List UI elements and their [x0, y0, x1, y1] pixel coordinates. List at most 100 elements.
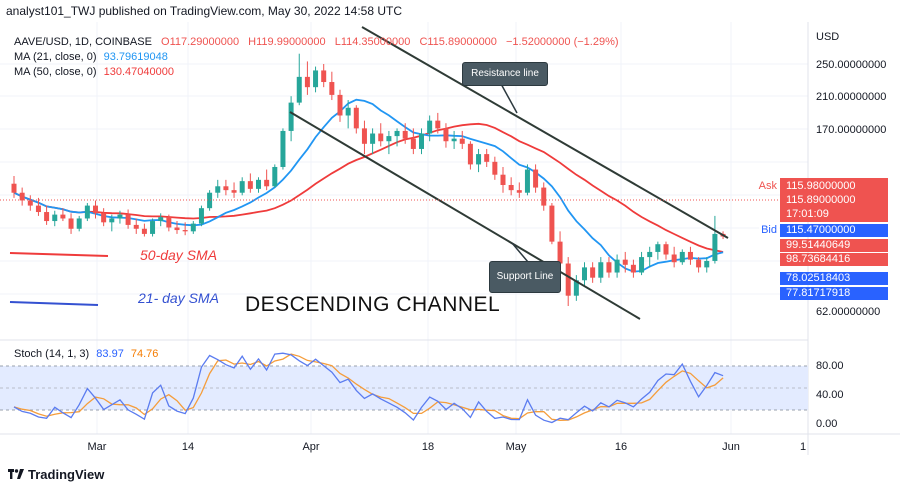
ma-tag-blue-1: 78.02518403	[780, 272, 888, 285]
support-pointer	[511, 242, 529, 263]
candle-body	[223, 186, 229, 191]
candle-body	[239, 181, 245, 193]
candle-body	[133, 224, 139, 229]
ma21-legend-label: MA (21, close, 0)	[14, 51, 97, 63]
candle-body	[687, 251, 693, 260]
candle-body	[410, 138, 416, 149]
candle-body	[60, 214, 66, 219]
candle-body	[109, 218, 115, 223]
candle-body	[44, 212, 50, 222]
ma-tag-red-2: 98.73684416	[780, 253, 888, 266]
support-line	[289, 111, 641, 320]
symbol-legend: AAVE/USD, 1D, COINBASE O117.29000000 H11…	[14, 36, 619, 48]
candle-body	[76, 218, 82, 229]
candle-body	[639, 257, 645, 273]
candle-body	[370, 133, 376, 144]
candle-body	[549, 205, 555, 242]
candle-body	[476, 154, 482, 165]
candle-body	[492, 161, 498, 175]
candle-body	[647, 251, 653, 258]
time-tick: 16	[614, 441, 628, 453]
candle-body	[508, 185, 514, 191]
candle-body	[467, 143, 473, 165]
candle-body	[256, 179, 261, 189]
candle-body	[101, 213, 107, 223]
candle-body	[337, 94, 343, 116]
ask-label: Ask	[756, 180, 779, 192]
candle-body	[500, 174, 506, 185]
tv-icon	[8, 468, 24, 480]
candle-body	[198, 208, 204, 224]
time-tick: 18	[421, 441, 435, 453]
candle-body	[402, 130, 408, 139]
resistance-line	[361, 26, 729, 239]
stoch-tick: 0.00	[816, 418, 838, 430]
stoch-lines	[13, 352, 724, 424]
support-callout: Support Line	[489, 261, 561, 293]
candle-body	[663, 244, 669, 255]
candle-body	[84, 205, 90, 219]
candle-body	[484, 154, 490, 162]
candle-body	[557, 241, 563, 264]
candle-body	[443, 128, 449, 142]
candle-body	[27, 200, 33, 206]
candle-body	[166, 217, 172, 228]
candle-body	[141, 228, 147, 234]
ohlc-high: H119.99000000	[248, 36, 326, 48]
ma21-line	[13, 98, 724, 273]
sma21-legend-sample	[9, 301, 99, 306]
candle-body	[182, 230, 188, 232]
candle-body	[296, 76, 302, 103]
ma21-legend: MA (21, close, 0) 93.79619048	[14, 51, 168, 63]
candle-body	[630, 264, 636, 273]
candle-body	[125, 214, 131, 225]
stoch-d-path	[13, 353, 724, 421]
candle-body	[606, 262, 612, 273]
candles	[11, 53, 726, 306]
ma50-path	[13, 122, 724, 253]
candle-body	[361, 128, 367, 144]
ohlc-open: O117.29000000	[161, 36, 240, 48]
bid-label: Bid	[759, 224, 779, 236]
candle-body	[451, 138, 457, 142]
candle-body	[345, 107, 351, 116]
candle-body	[11, 183, 17, 193]
symbol-name: AAVE/USD, 1D, COINBASE	[14, 36, 152, 48]
candle-body	[288, 102, 294, 131]
candle-body	[533, 169, 539, 188]
candle-body	[516, 190, 522, 193]
tradingview-logo[interactable]: TradingView	[8, 467, 104, 482]
candle-body	[280, 130, 286, 167]
candle-body	[329, 82, 335, 95]
resistance-pointer	[499, 81, 518, 114]
candle-body	[353, 107, 359, 129]
time-tick: Apr	[302, 441, 320, 453]
ohlc-close: C115.89000000	[419, 36, 497, 48]
time-tick: 14	[181, 441, 195, 453]
price-tick: 62.00000000	[816, 306, 881, 318]
candle-body	[614, 259, 620, 273]
channel-title: DESCENDING CHANNEL	[245, 293, 501, 316]
bar-countdown: 17:01:09	[786, 208, 829, 220]
candle-body	[435, 120, 441, 129]
time-tick: 1	[799, 441, 807, 453]
candle-body	[150, 221, 156, 234]
candle-body	[68, 218, 74, 229]
candle-body	[264, 179, 270, 187]
candle-body	[459, 138, 465, 144]
candle-body	[321, 70, 327, 83]
time-tick: Jun	[722, 441, 740, 453]
candle-body	[671, 254, 677, 263]
ma-tag-blue-2: 77.81717918	[780, 287, 888, 300]
candle-body	[174, 227, 180, 231]
price-tick: 250.00000000	[816, 59, 887, 71]
candle-body	[190, 223, 196, 232]
price-axis-currency: USD	[816, 31, 840, 43]
candle-body	[313, 70, 319, 88]
candle-body	[524, 169, 530, 193]
ma50-legend-label: MA (50, close, 0)	[14, 66, 97, 78]
resistance-callout: Resistance line	[462, 62, 548, 86]
ma21-path	[13, 98, 724, 273]
candle-body	[696, 259, 702, 268]
